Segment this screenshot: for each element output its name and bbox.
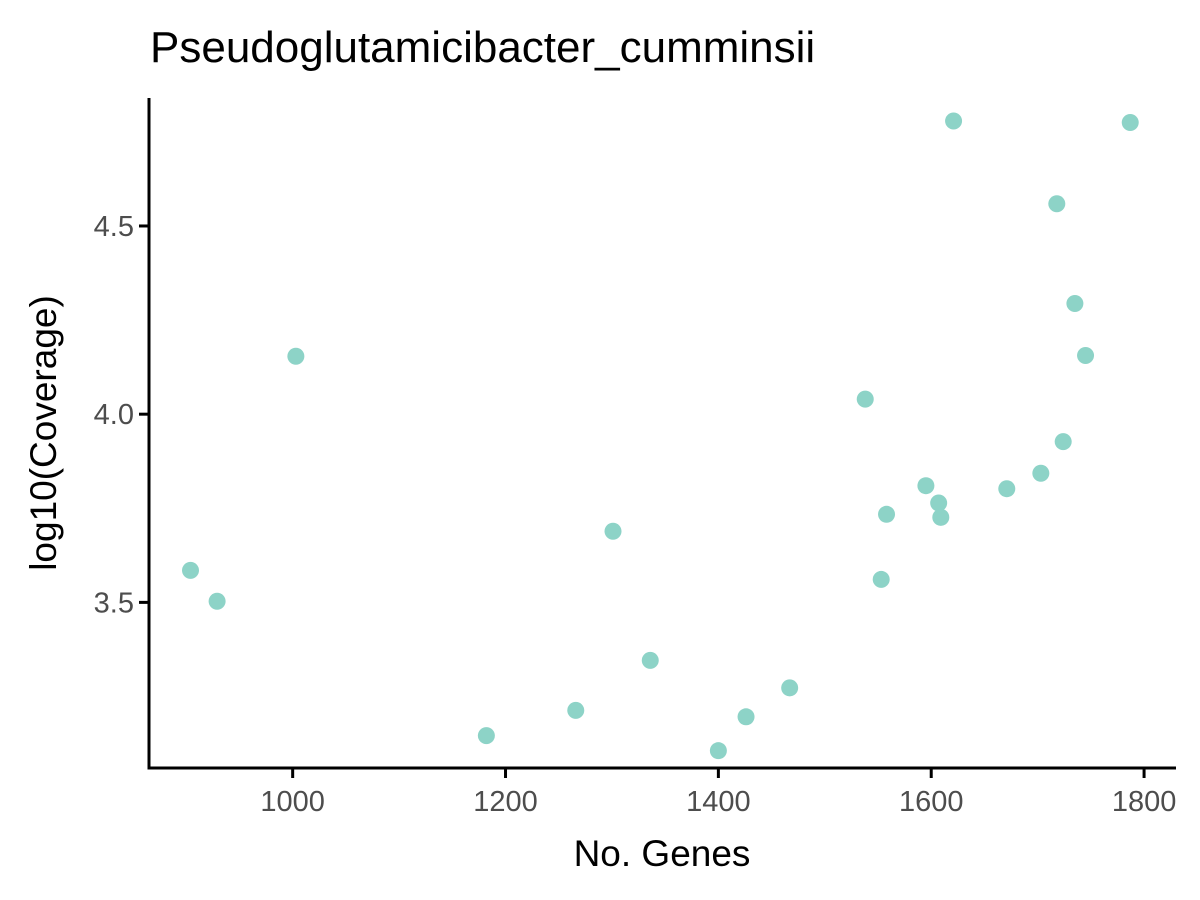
y-axis-label: log10(Coverage)	[23, 295, 64, 571]
data-point	[1077, 346, 1095, 364]
y-axis-ticks: 3.5 4.0 4.5	[94, 211, 149, 619]
data-point	[998, 480, 1016, 498]
data-point	[641, 651, 659, 669]
data-point	[604, 522, 622, 540]
data-point	[932, 508, 950, 526]
data-point	[208, 592, 226, 610]
data-point	[872, 570, 890, 588]
x-tick-label: 1600	[899, 786, 964, 818]
data-point	[930, 494, 948, 512]
data-point	[737, 708, 755, 726]
data-point	[856, 390, 874, 408]
x-tick-label: 1800	[1112, 786, 1177, 818]
x-tick-label: 1200	[473, 786, 538, 818]
data-point	[567, 701, 585, 719]
y-tick-label: 4.0	[94, 399, 134, 431]
data-point	[781, 679, 799, 697]
data-point	[945, 112, 963, 130]
x-tick-label: 1000	[260, 786, 325, 818]
data-point	[287, 347, 305, 365]
data-point	[477, 727, 495, 745]
data-point	[878, 505, 896, 523]
points-layer	[182, 112, 1139, 760]
chart-title: Pseudoglutamicibacter_cumminsii	[150, 23, 815, 72]
x-tick-label: 1400	[686, 786, 751, 818]
data-point	[1048, 195, 1066, 213]
data-point	[1121, 113, 1139, 131]
data-point	[182, 561, 200, 579]
data-point	[917, 477, 935, 495]
data-point	[1066, 295, 1084, 313]
x-axis-ticks: 1000 1200 1400 1600 1800	[260, 768, 1176, 818]
data-point	[1032, 464, 1050, 482]
y-tick-label: 4.5	[94, 211, 134, 243]
data-point	[1054, 433, 1072, 451]
y-tick-label: 3.5	[94, 587, 134, 619]
data-point	[709, 742, 727, 760]
x-axis-label: No. Genes	[574, 833, 751, 874]
